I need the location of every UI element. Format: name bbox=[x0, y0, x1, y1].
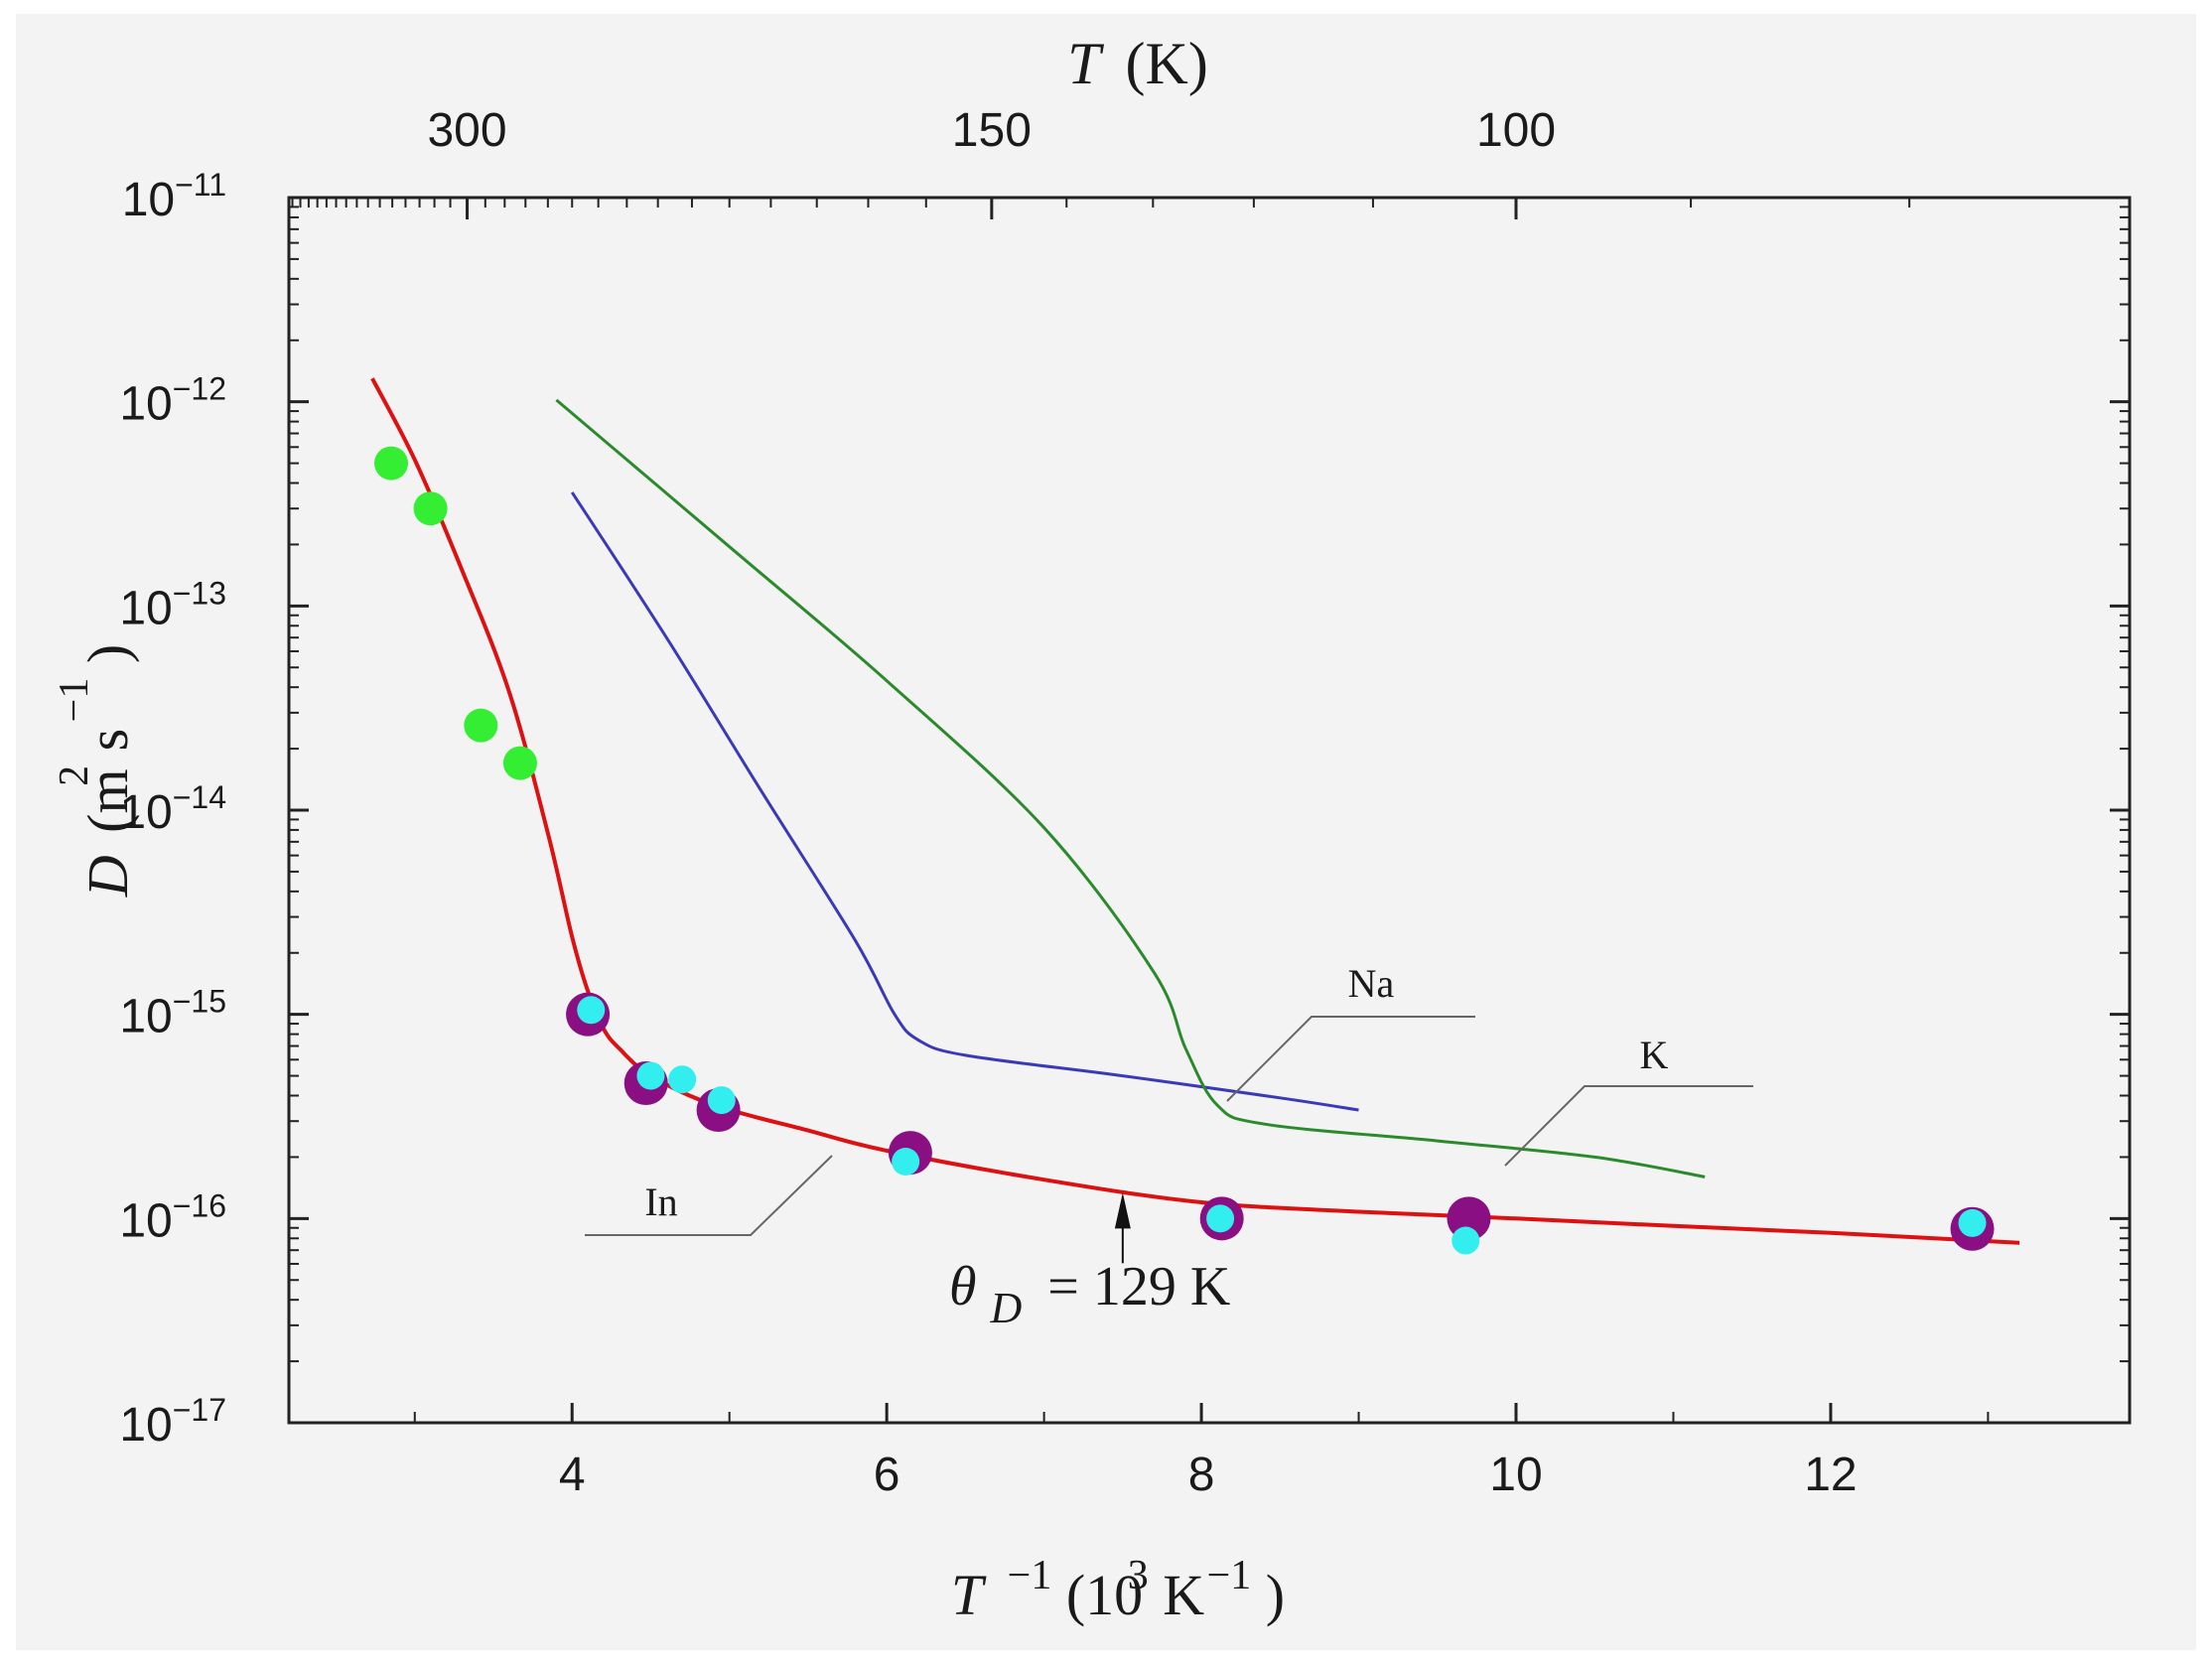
top-tick-label: 100 bbox=[1476, 104, 1556, 157]
legend-label-in: In bbox=[644, 1179, 677, 1224]
data-point-cyan bbox=[892, 1148, 920, 1177]
legend-label-k: K bbox=[1640, 1033, 1669, 1077]
data-point-cyan bbox=[668, 1065, 697, 1094]
y-tick-label: 10−12 bbox=[119, 371, 226, 431]
legend-leader-k bbox=[1504, 1085, 1753, 1167]
x-tick-label: 12 bbox=[1804, 1449, 1857, 1501]
series-line-k bbox=[555, 398, 1706, 1179]
theta-arrow-head bbox=[1114, 1192, 1131, 1229]
x-tick-label: 6 bbox=[874, 1449, 900, 1501]
data-point-cyan bbox=[707, 1086, 736, 1115]
data-point-cyan bbox=[1452, 1226, 1480, 1255]
data-point-green bbox=[464, 708, 498, 743]
x-tick-label: 4 bbox=[559, 1449, 586, 1501]
legend-layer: Na K In bbox=[585, 961, 1753, 1236]
figure-frame: 10−11 10−12 10−13 10−14 10−15 10−16 10−17 4 6 8 10… bbox=[16, 14, 2196, 1650]
series-line-na bbox=[570, 491, 1359, 1112]
diffusion-chart: 10−11 10−12 10−13 10−14 10−15 10−16 10−17 4 6 8 10… bbox=[36, 31, 2132, 1627]
legend-label-na: Na bbox=[1348, 961, 1395, 1006]
data-point-green bbox=[413, 491, 448, 526]
data-point-green bbox=[374, 446, 408, 481]
y-tick-label: 10−11 bbox=[122, 167, 226, 226]
x-tick-label: 10 bbox=[1489, 1449, 1542, 1501]
series-line-in bbox=[370, 377, 2020, 1245]
data-point-cyan bbox=[577, 996, 606, 1025]
plot-frame bbox=[287, 196, 2132, 1425]
legend-leader-na bbox=[1226, 1016, 1475, 1102]
top-axis-label: T (K) bbox=[1067, 31, 1208, 96]
data-point-cyan bbox=[636, 1061, 665, 1090]
x-tick-label: 8 bbox=[1188, 1449, 1215, 1501]
series-layer bbox=[370, 377, 2020, 1264]
data-point-green bbox=[502, 746, 537, 780]
data-point-cyan bbox=[1958, 1208, 1987, 1237]
y-tick-label: 10−13 bbox=[119, 575, 226, 634]
top-tick-label: 150 bbox=[952, 104, 1032, 157]
x-axis-label: T −1 (10 3 K −1 ) bbox=[951, 1537, 1285, 1627]
y-tick-label: 10−16 bbox=[119, 1187, 226, 1247]
plot-axes: 10−11 10−12 10−13 10−14 10−15 10−16 10−17 4 6 8 10… bbox=[119, 104, 2132, 1501]
y-tick-label: 10−14 bbox=[119, 779, 226, 839]
y-tick-label: 10−15 bbox=[119, 984, 226, 1043]
theta-d-annotation: θ D = 129 K bbox=[949, 1256, 1230, 1335]
top-tick-label: 300 bbox=[427, 104, 506, 157]
y-tick-label: 10−17 bbox=[119, 1392, 226, 1452]
legend-leader-in bbox=[585, 1155, 833, 1236]
y-axis-label: D (m 2 s −1 ) bbox=[36, 644, 140, 898]
data-point-cyan bbox=[1206, 1204, 1235, 1233]
